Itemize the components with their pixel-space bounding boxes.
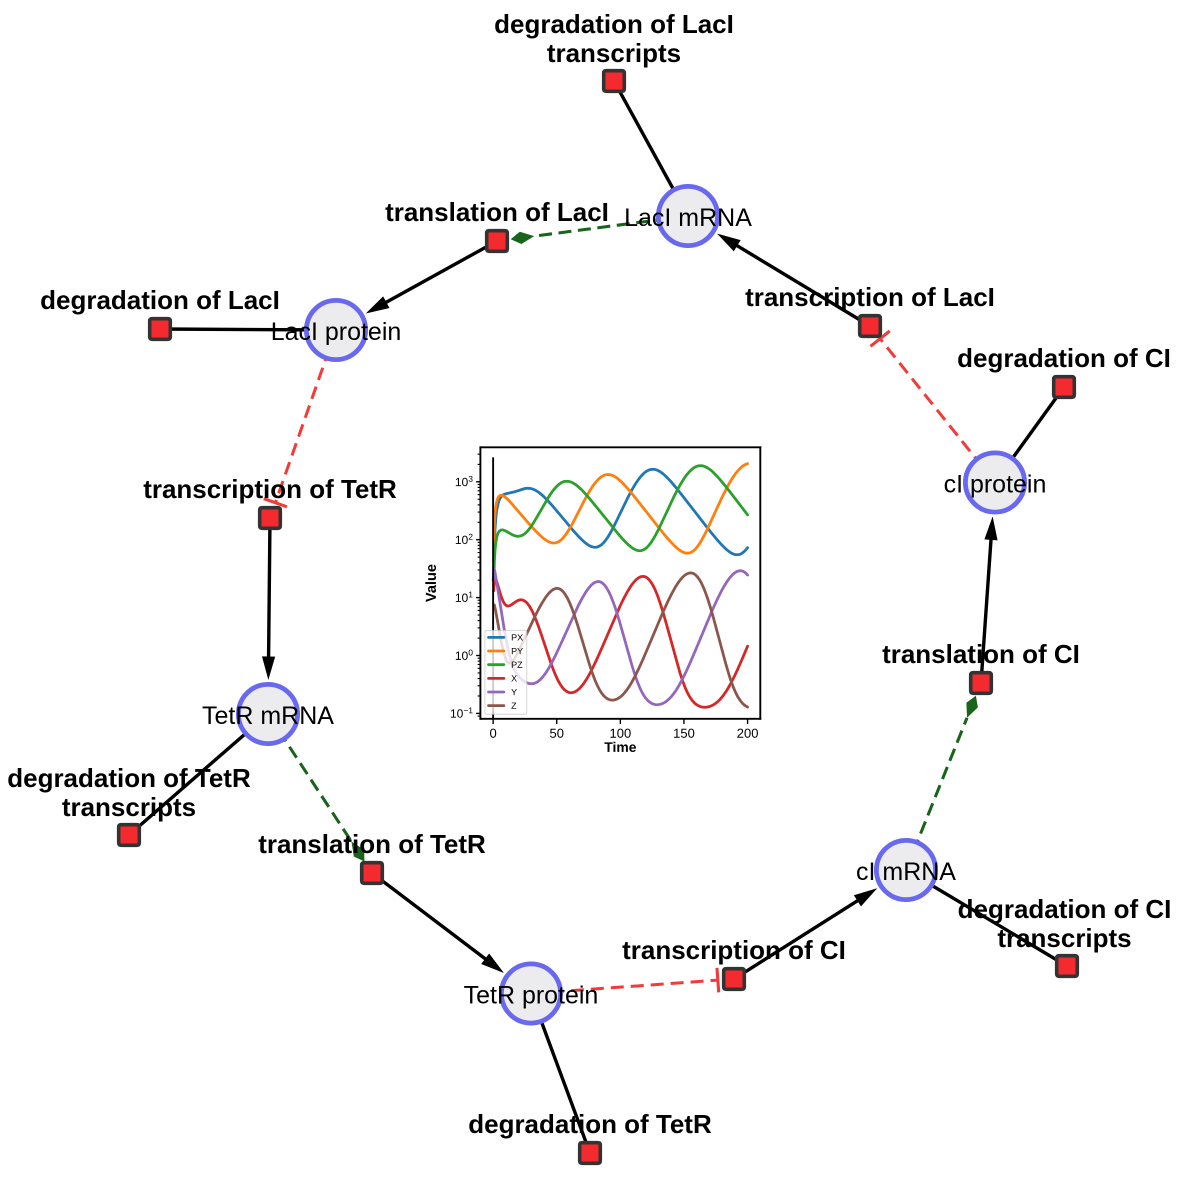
svg-text:degradation of LacI: degradation of LacI	[40, 285, 280, 315]
svg-text:degradation of LacI: degradation of LacI	[494, 9, 734, 39]
svg-text:cI protein: cI protein	[944, 471, 1047, 499]
svg-text:translation of CI: translation of CI	[882, 639, 1080, 669]
svg-text:transcription of CI: transcription of CI	[622, 935, 846, 965]
svg-text:translation of TetR: translation of TetR	[258, 829, 486, 859]
svg-text:degradation of TetR: degradation of TetR	[7, 763, 251, 793]
svg-text:TetR mRNA: TetR mRNA	[202, 702, 334, 730]
svg-text:transcription of LacI: transcription of LacI	[745, 282, 995, 312]
svg-text:degradation of TetR: degradation of TetR	[468, 1109, 712, 1139]
svg-text:LacI mRNA: LacI mRNA	[624, 204, 752, 232]
svg-text:degradation of CI: degradation of CI	[957, 343, 1171, 373]
svg-text:transcripts: transcripts	[997, 923, 1131, 953]
svg-text:transcripts: transcripts	[62, 792, 196, 822]
svg-text:translation of LacI: translation of LacI	[385, 197, 609, 227]
svg-text:transcripts: transcripts	[547, 38, 681, 68]
svg-text:LacI protein: LacI protein	[271, 318, 402, 346]
svg-text:TetR protein: TetR protein	[464, 982, 599, 1010]
svg-text:degradation of CI: degradation of CI	[958, 894, 1172, 924]
svg-text:cI mRNA: cI mRNA	[856, 858, 956, 886]
svg-text:transcription of TetR: transcription of TetR	[143, 474, 397, 504]
